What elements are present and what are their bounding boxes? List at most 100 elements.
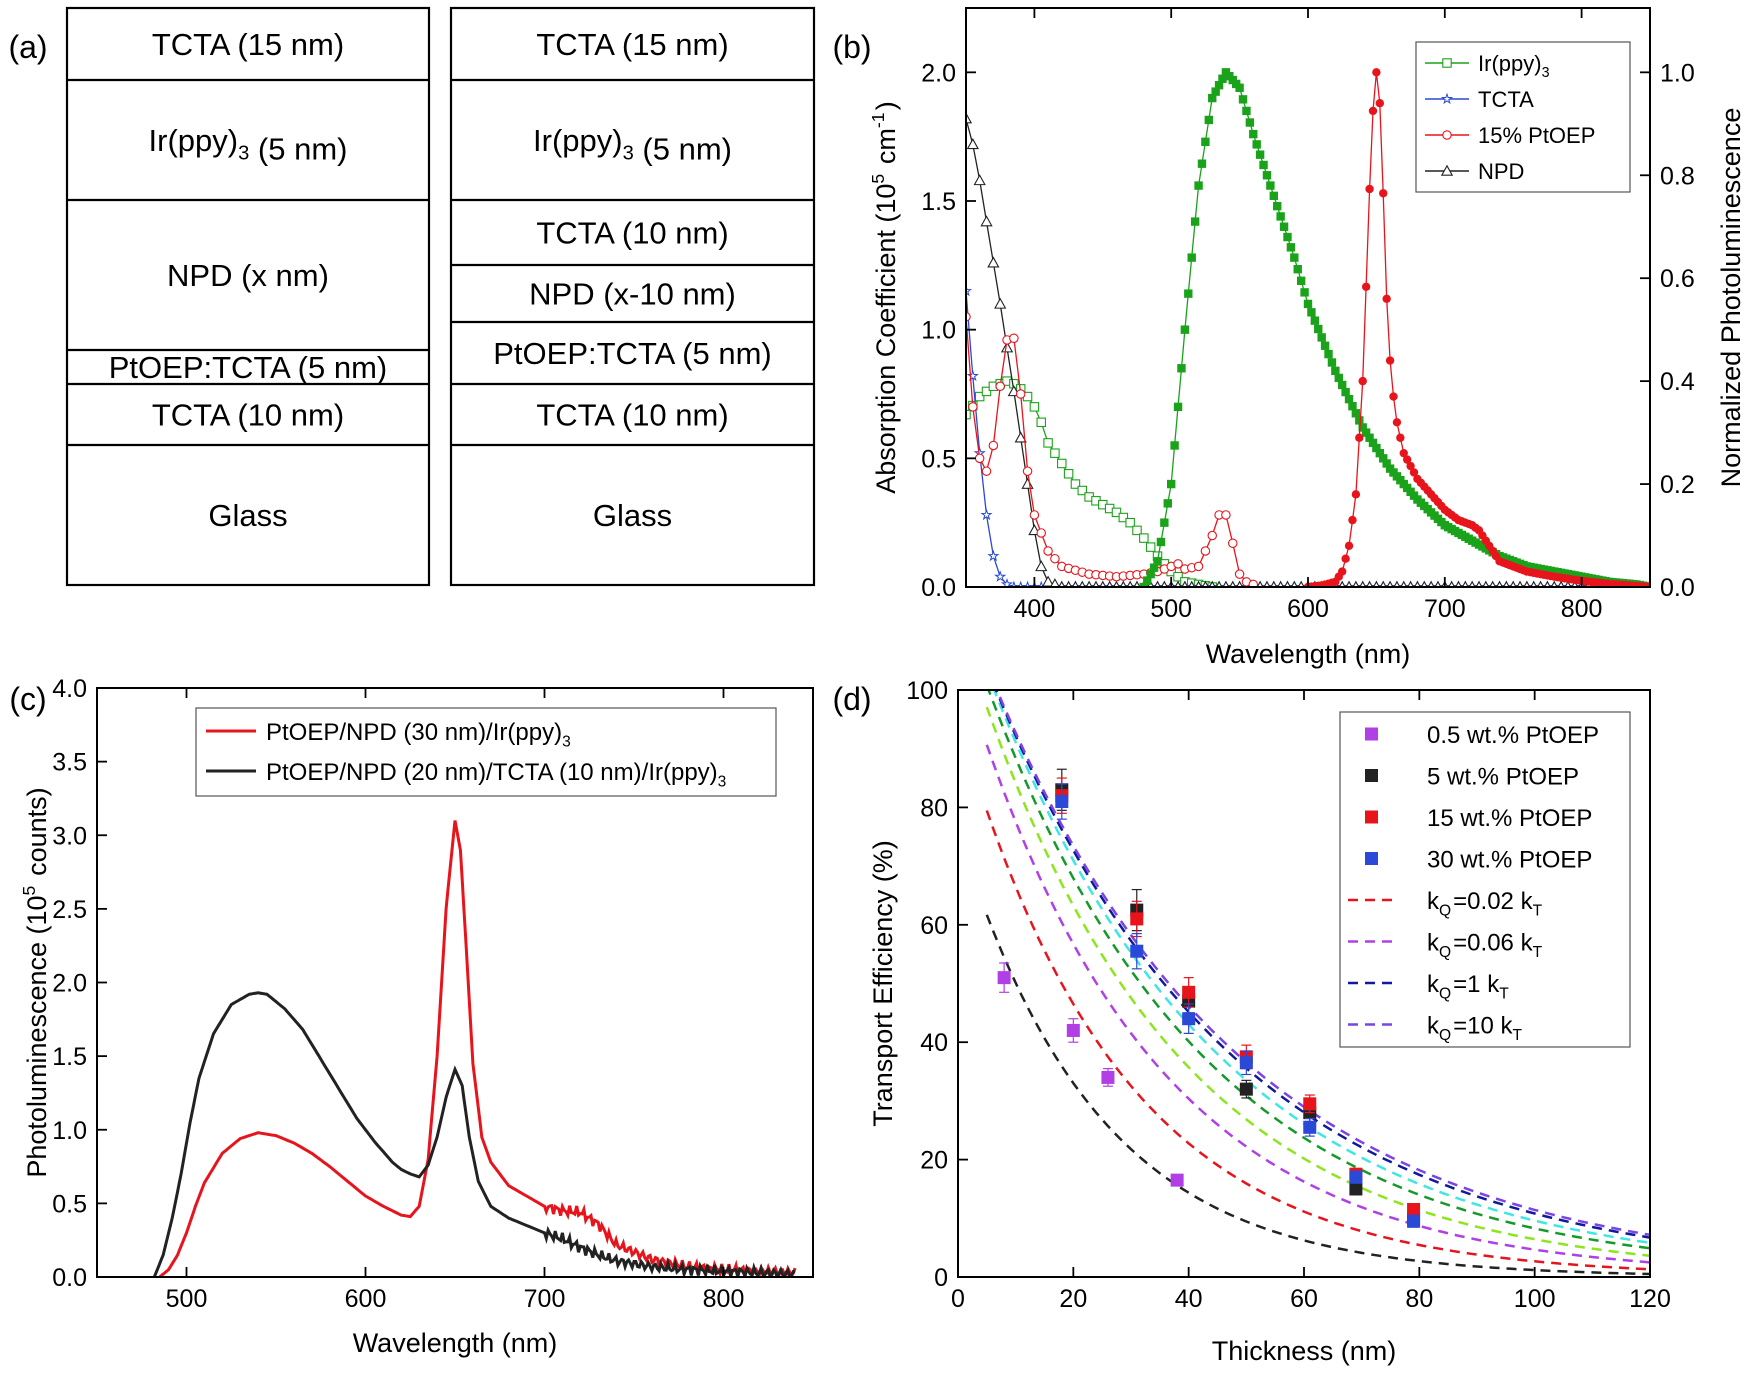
x-tick-label: 700 [524,1285,566,1313]
x-tick-label: 60 [1290,1285,1318,1313]
data-point [1235,83,1244,92]
legend: Ir(ppy)3 TCTA 15% PtOEP NPD [1415,41,1631,193]
curves-group [985,690,1650,1276]
data-point [974,453,985,464]
stack-outline [449,6,816,587]
data-point [1015,389,1026,399]
data-point [1160,518,1169,527]
y-tick-label: 0.5 [921,445,956,473]
x-tick-label: 100 [1514,1285,1556,1313]
data-point [1066,1023,1080,1037]
layer-label: Ir(ppy)3 (5 nm) [149,123,348,167]
y-tick-label: 1.5 [52,1043,87,1071]
data-point [1303,1097,1317,1111]
x-tick-label: 600 [1287,595,1329,623]
data-point [1407,1202,1421,1216]
legend-label: 15 wt.% PtOEP [1427,805,1592,832]
x-tick-label: 120 [1629,1285,1671,1313]
data-point [1050,553,1060,564]
legend-label: TCTA [1478,87,1534,112]
data-point [1399,448,1408,458]
data-point [1077,485,1088,496]
data-point [1070,479,1081,489]
panel-a-layer-stacks: TCTA (15 nm) Ir(ppy)3 (5 nm) NPD (x nm) PtO… [65,6,816,587]
data-point [1276,212,1285,221]
y-tick-label: 20 [920,1147,948,1175]
data-point [1407,1214,1421,1228]
y2-axis-label: Normalized Photoluminescence [1716,108,1746,488]
scatter-purple [997,962,1184,1187]
panel-c-chart: 500 600 700 800 0.0 0.5 1.0 1.5 2.0 2.5 3.0 3.5 4.0 W… [19,675,814,1358]
y-tick-label: 0.0 [921,574,956,602]
data-point [1057,458,1067,469]
data-point [1361,282,1371,291]
data-point [1145,542,1156,552]
data-point [995,381,1005,392]
legend-label: PtOEP/NPD (20 nm)/TCTA (10 nm)/Ir(ppy)3 [266,759,726,791]
data-point [1273,201,1282,211]
data-point [1014,431,1027,443]
data-point [1307,308,1316,317]
x-tick-label: 500 [1150,595,1192,623]
data-point [1139,533,1149,543]
y-tick-label: 1.0 [921,317,956,345]
data-point [1327,358,1337,367]
y2-tick-label: 0.8 [1660,162,1695,190]
y2-tick-label: 0.2 [1660,471,1695,499]
data-point [1143,576,1152,585]
data-point [1009,333,1019,343]
x-tick-label: 600 [345,1285,387,1313]
layer-label: TCTA (10 nm) [536,216,728,251]
layer-label: PtOEP:TCTA (5 nm) [493,336,771,371]
data-point [1341,554,1350,563]
data-point [1043,438,1053,448]
data-point [1029,402,1040,412]
data-point [1036,528,1046,538]
data-point [1173,402,1183,412]
data-point [1382,459,1391,468]
data-point [1368,106,1378,116]
legend: 0.5 wt.% PtOEP 5 wt.% PtOEP 15 wt.% PtOEP 3… [1339,711,1631,1048]
scatter-group [997,768,1421,1228]
data-point [1645,582,1650,587]
data-point [1279,222,1289,231]
data-point [1365,184,1374,194]
y-tick-label: 40 [920,1029,948,1057]
data-point [1303,299,1313,309]
layer-label: TCTA (10 nm) [152,398,344,433]
data-point [1173,559,1183,569]
fit-curve [985,914,1650,1276]
data-point [966,409,971,420]
legend-marker [1365,769,1378,782]
data-point [1349,1182,1363,1196]
layer-label: TCTA (10 nm) [536,398,728,433]
data-point [1396,433,1405,442]
data-point [1348,515,1357,525]
stack-outline [65,6,431,587]
fit-curve [985,706,1650,1257]
data-point [1221,510,1231,520]
data-point [1156,537,1166,547]
data-point [1228,538,1238,549]
layer-label: TCTA (15 nm) [536,27,728,62]
x-tick-label: 700 [1424,595,1466,623]
data-point [1201,137,1210,147]
data-point [1266,181,1275,190]
data-point [1055,795,1069,809]
data-point [1375,448,1385,458]
legend-label: kQ =10 kT [1427,1013,1524,1045]
legend-marker [1440,92,1454,105]
data-point [1043,546,1053,556]
data-point [1255,150,1265,159]
data-point [994,297,1007,309]
x-tick-label: 500 [166,1285,208,1313]
x-tick-label: 400 [1014,595,1056,623]
layer-stack-2: TCTA (15 nm) Ir(ppy)3 (5 nm) TCTA (10 nm) N… [449,6,816,587]
fit-curve [987,690,1650,1250]
data-point [1402,455,1412,464]
data-point [1314,324,1323,334]
legend-marker [1365,810,1378,824]
legend-label: 15% PtOEP [1478,123,1595,148]
data-point [1238,95,1248,104]
